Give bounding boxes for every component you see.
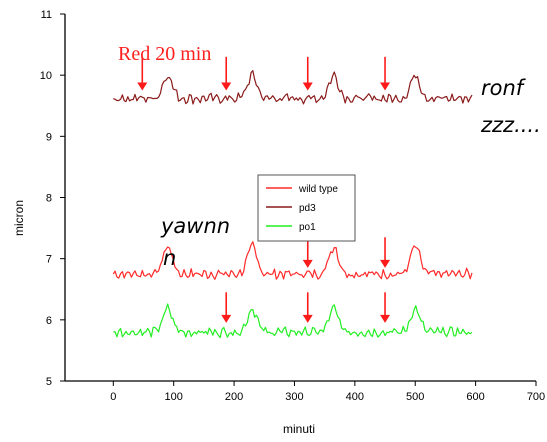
y-tick-label: 7 <box>46 254 52 266</box>
y-axis-label: micron <box>12 200 26 236</box>
legend-label: pd3 <box>299 203 316 214</box>
series-line-wild-type <box>112 241 473 280</box>
stimulus-arrows <box>137 56 391 323</box>
x-tick-label: 300 <box>285 391 303 403</box>
x-tick-label: 600 <box>466 391 484 403</box>
y-tick-label: 8 <box>46 193 52 205</box>
x-tick-label: 100 <box>165 391 183 403</box>
legend-box <box>257 174 356 242</box>
yawn-annotation-line1: yawnn <box>160 214 230 238</box>
snore-annotation-line1: ronf <box>481 76 527 100</box>
series-group <box>112 69 473 339</box>
x-tick-label: 200 <box>225 391 243 403</box>
y-tick-label: 11 <box>41 9 52 21</box>
snore-annotation-line2: zzz.... <box>480 113 541 137</box>
yawn-annotation-line2: n <box>163 246 176 270</box>
stimulus-arrowhead <box>302 314 313 323</box>
x-tick-label: 0 <box>110 391 116 403</box>
ticks: 0 100 200 300 400 500 600 700 5 6 7 8 9 10 11 <box>40 9 545 403</box>
y-tick-label: 6 <box>46 315 52 327</box>
legend: wild type pd3 po1 <box>257 174 356 242</box>
stimulus-arrowhead <box>137 82 148 91</box>
stimulus-arrowhead <box>380 259 391 268</box>
x-tick-label: 700 <box>527 391 545 403</box>
stimulus-arrowhead <box>380 82 391 91</box>
legend-label: wild type <box>298 184 338 195</box>
stimulus-arrowhead <box>380 314 391 323</box>
stimulus-arrowhead <box>302 259 313 268</box>
y-tick-label: 10 <box>40 70 52 82</box>
stimulus-arrowhead <box>221 314 232 323</box>
x-tick-label: 500 <box>406 391 424 403</box>
x-axis-label: minuti <box>283 422 315 436</box>
stimulus-annotation: Red 20 min <box>118 43 211 65</box>
y-tick-label: 9 <box>46 131 52 143</box>
series-line-po1 <box>113 303 473 339</box>
stimulus-arrowhead <box>302 82 313 91</box>
series-line-pd3 <box>113 69 473 105</box>
y-tick-label: 5 <box>46 376 52 388</box>
x-tick-label: 400 <box>346 391 364 403</box>
legend-label: po1 <box>299 222 316 233</box>
stimulus-arrowhead <box>221 82 232 91</box>
